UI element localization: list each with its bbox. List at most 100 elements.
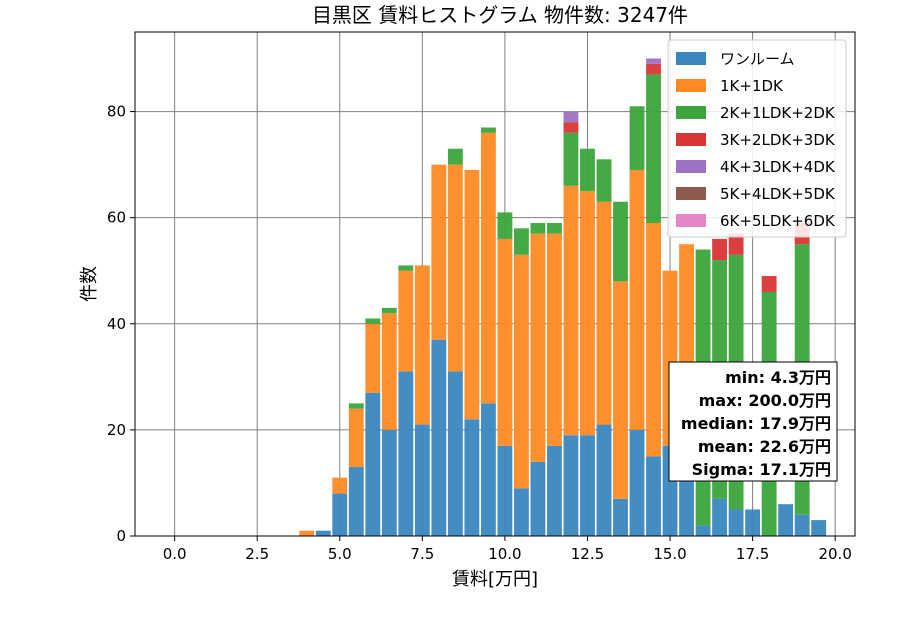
histogram-bar bbox=[447, 371, 463, 536]
y-tick-label: 60 bbox=[107, 209, 126, 227]
legend-label: 2K+1LDK+2DK bbox=[720, 104, 836, 122]
x-tick-label: 10.0 bbox=[488, 545, 521, 563]
x-tick-label: 2.5 bbox=[245, 545, 269, 563]
histogram-bar bbox=[563, 111, 579, 123]
legend-swatch bbox=[676, 79, 706, 92]
histogram-bar bbox=[315, 530, 331, 536]
histogram-bar bbox=[596, 424, 612, 536]
histogram-bar bbox=[398, 265, 414, 271]
histogram-bar bbox=[646, 456, 661, 536]
histogram-bar bbox=[332, 477, 348, 494]
stats-line: max: 200.0万円 bbox=[699, 391, 831, 410]
histogram-bar bbox=[563, 435, 579, 536]
histogram-bar bbox=[480, 127, 496, 133]
stats-line: min: 4.3万円 bbox=[725, 368, 831, 387]
histogram-bar bbox=[794, 514, 810, 536]
histogram-bar bbox=[513, 254, 529, 489]
histogram-bar bbox=[447, 148, 463, 165]
histogram-bar bbox=[513, 228, 529, 255]
legend-swatch bbox=[676, 133, 706, 146]
x-tick-label: 17.5 bbox=[736, 545, 769, 563]
x-tick-label: 7.5 bbox=[410, 545, 434, 563]
legend-swatch bbox=[676, 52, 706, 65]
y-tick-label: 40 bbox=[107, 315, 126, 333]
histogram-bar bbox=[480, 403, 496, 536]
legend-label: 3K+2LDK+3DK bbox=[720, 131, 836, 149]
histogram-bar bbox=[497, 238, 513, 446]
stats-line: median: 17.9万円 bbox=[681, 414, 831, 433]
histogram-bar bbox=[398, 371, 414, 536]
histogram-bar bbox=[629, 169, 645, 430]
histogram-bar bbox=[712, 238, 728, 261]
y-tick-label: 80 bbox=[107, 103, 126, 121]
histogram-bar bbox=[332, 493, 348, 536]
histogram-bar bbox=[431, 339, 447, 536]
histogram-bar bbox=[580, 148, 595, 192]
histogram-bar bbox=[431, 164, 447, 340]
histogram-bar bbox=[613, 201, 628, 282]
legend-label: 1K+1DK bbox=[720, 77, 784, 95]
histogram-bar bbox=[530, 233, 546, 462]
chart-title: 目黒区 賃料ヒストグラム 物件数: 3247件 bbox=[312, 3, 688, 27]
histogram-bar bbox=[530, 461, 546, 536]
legend-swatch bbox=[676, 187, 706, 200]
histogram-bar bbox=[580, 191, 595, 436]
histogram-bar bbox=[580, 435, 595, 536]
histogram-bar bbox=[497, 212, 513, 239]
legend-background bbox=[667, 39, 847, 238]
histogram-bar bbox=[679, 477, 694, 536]
histogram-bar bbox=[348, 403, 364, 409]
histogram-bar bbox=[646, 63, 661, 75]
legend-label: 5K+4LDK+5DK bbox=[720, 185, 836, 203]
histogram-bar bbox=[530, 222, 546, 234]
histogram-bar bbox=[381, 313, 397, 430]
legend-swatch bbox=[676, 214, 706, 227]
plot-frame bbox=[134, 31, 856, 537]
histogram-bar bbox=[646, 74, 661, 223]
histogram-bar bbox=[613, 281, 628, 499]
histogram-bar bbox=[381, 307, 397, 314]
x-axis-label: 賃料[万円] bbox=[452, 569, 538, 590]
x-tick-label: 20.0 bbox=[818, 545, 851, 563]
stats-line: Sigma: 17.1万円 bbox=[692, 460, 831, 479]
histogram-bar bbox=[761, 276, 777, 292]
histogram-bar bbox=[596, 201, 612, 425]
y-axis-label: 件数 bbox=[79, 266, 100, 302]
y-axis-ticks: 0 20 40 60 80 bbox=[107, 103, 135, 545]
histogram-bar bbox=[745, 509, 761, 536]
histogram-bar bbox=[464, 419, 480, 536]
legend-label: ワンルーム bbox=[720, 50, 795, 68]
histogram-bar bbox=[365, 323, 381, 393]
x-tick-label: 0.0 bbox=[163, 545, 187, 563]
stats-line: mean: 22.6万円 bbox=[698, 437, 831, 456]
histogram-bar bbox=[299, 530, 315, 536]
histogram-bar bbox=[381, 429, 397, 536]
histogram-bar bbox=[728, 233, 744, 255]
histogram-bar bbox=[646, 58, 661, 64]
histogram-bar bbox=[365, 318, 381, 324]
legend-label: 6K+5LDK+6DK bbox=[720, 212, 836, 230]
legend: ワンルーム 1K+1DK 2K+1LDK+2DK 3K+2LDK+3DK 4K+3LDK… bbox=[667, 39, 847, 238]
legend-label: 4K+3LDK+4DK bbox=[720, 158, 836, 176]
x-tick-label: 15.0 bbox=[653, 545, 686, 563]
histogram-bar bbox=[712, 498, 728, 536]
histogram-bar bbox=[513, 488, 529, 536]
histogram-bar bbox=[464, 169, 480, 420]
y-tick-label: 0 bbox=[116, 527, 126, 545]
histogram-bar bbox=[365, 392, 381, 536]
histogram-bar bbox=[414, 424, 430, 536]
histogram-bar bbox=[613, 498, 628, 536]
x-tick-label: 12.5 bbox=[571, 545, 604, 563]
histogram-bar bbox=[480, 132, 496, 404]
histogram-bar bbox=[414, 265, 430, 425]
histogram-bar bbox=[778, 504, 794, 536]
histogram-bar bbox=[447, 164, 463, 372]
histogram-bar bbox=[728, 509, 744, 536]
histogram-bar bbox=[646, 222, 661, 457]
legend-swatch bbox=[676, 106, 706, 119]
histogram-bar bbox=[629, 106, 645, 170]
histogram-bar bbox=[497, 445, 513, 536]
y-tick-label: 20 bbox=[107, 421, 126, 439]
